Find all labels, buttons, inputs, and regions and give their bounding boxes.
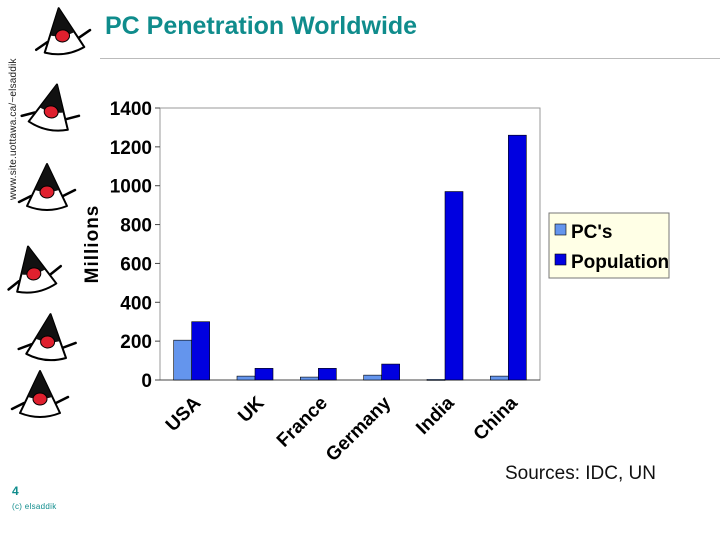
bar-pcs-usa bbox=[173, 339, 192, 381]
legend-box bbox=[548, 212, 670, 279]
duke-mascot-icon bbox=[7, 245, 63, 294]
y-axis-label: Millions bbox=[82, 205, 103, 284]
legend-swatch bbox=[554, 253, 567, 266]
bar-population-china bbox=[508, 134, 527, 381]
x-tick-label: China bbox=[470, 392, 522, 444]
bar-population-france bbox=[318, 368, 337, 381]
bar-pcs-china bbox=[490, 375, 509, 381]
mascot-column bbox=[7, 7, 92, 418]
duke-mascot-icon bbox=[17, 313, 77, 362]
bar-population-germany bbox=[381, 363, 400, 381]
bar-population-usa bbox=[191, 321, 210, 381]
bar-pcs-india bbox=[426, 379, 446, 381]
bar-pcs-germany bbox=[363, 374, 382, 381]
y-tick-label: 1000 bbox=[110, 177, 152, 198]
legend-label: PC's bbox=[571, 222, 612, 243]
y-tick-label: 0 bbox=[141, 371, 152, 392]
duke-mascot-icon bbox=[34, 7, 92, 56]
plot-area: 0 200 400 600 800 1000 1200 1400 Millions USA UK Fr… bbox=[82, 99, 541, 466]
bar-pcs-france bbox=[300, 376, 319, 381]
y-tick-label: 1400 bbox=[110, 99, 152, 120]
y-tick-label: 200 bbox=[120, 332, 152, 353]
page-number: 4 bbox=[12, 484, 19, 498]
legend-label: Population bbox=[571, 252, 669, 273]
source-note: Sources: IDC, UN bbox=[505, 463, 656, 484]
x-tick-label: France bbox=[273, 393, 332, 452]
y-tick-label: 600 bbox=[120, 254, 152, 275]
bar-pcs-uk bbox=[236, 375, 256, 381]
credit-text: (c) elsaddik bbox=[12, 502, 57, 511]
y-tick-label: 400 bbox=[120, 293, 152, 314]
duke-mascot-icon bbox=[17, 163, 77, 211]
x-tick-label: India bbox=[412, 392, 459, 439]
x-tick-label: Germany bbox=[322, 392, 395, 465]
legend: PC's Population bbox=[548, 212, 670, 279]
bar-population-india bbox=[444, 191, 464, 381]
x-tick-label: USA bbox=[162, 392, 205, 435]
x-tick-label: UK bbox=[234, 392, 268, 426]
duke-mascot-icon bbox=[20, 83, 81, 132]
bar-population-uk bbox=[254, 368, 274, 381]
legend-swatch bbox=[554, 223, 567, 236]
y-tick-label: 800 bbox=[120, 216, 152, 237]
title-divider bbox=[100, 58, 720, 59]
duke-mascot-icon bbox=[10, 370, 70, 418]
y-tick-label: 1200 bbox=[110, 138, 152, 159]
slide-title: PC Penetration Worldwide bbox=[105, 12, 418, 40]
plot-frame bbox=[159, 107, 541, 381]
